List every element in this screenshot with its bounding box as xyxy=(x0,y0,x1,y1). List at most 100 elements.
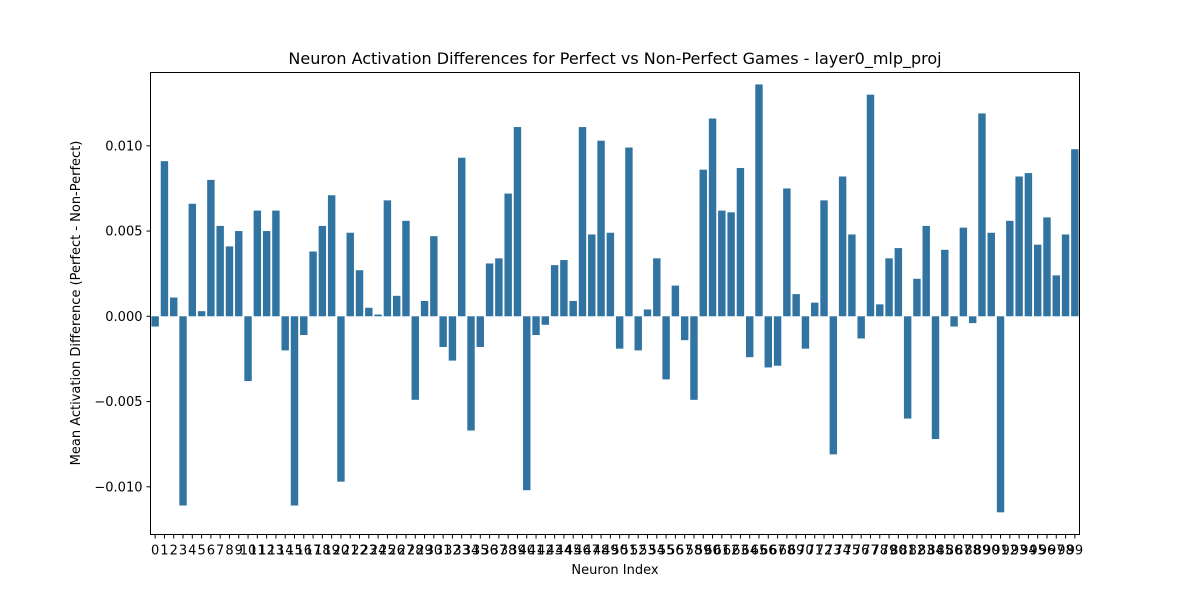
x-tick-label: 50 xyxy=(611,544,628,559)
x-tick-label: 75 xyxy=(844,544,861,559)
x-tick-label: 14 xyxy=(277,544,294,559)
bar-neuron-29 xyxy=(420,300,429,317)
x-tick-label: 57 xyxy=(676,544,693,559)
x-tick-label: 53 xyxy=(639,544,656,559)
bar-neuron-99 xyxy=(1071,149,1079,317)
x-tick-label: 80 xyxy=(890,544,907,559)
bar-neuron-27 xyxy=(402,220,410,317)
bar-neuron-94 xyxy=(1024,173,1033,317)
bar-neuron-63 xyxy=(736,167,745,317)
x-tick-label: 40 xyxy=(518,544,535,559)
bar-neuron-93 xyxy=(1015,176,1023,317)
x-tick-label: 81 xyxy=(899,544,916,559)
x-tick-label: 62 xyxy=(723,544,740,559)
bar-neuron-26 xyxy=(392,295,401,317)
x-tick-label: 38 xyxy=(500,544,517,559)
bar-neuron-74 xyxy=(838,176,847,317)
x-tick-label: 71 xyxy=(806,544,823,559)
x-tick-label: 26 xyxy=(388,544,405,559)
bar-neuron-36 xyxy=(485,263,494,317)
x-tick-label: 37 xyxy=(491,544,508,559)
bar-neuron-84 xyxy=(931,316,940,440)
x-tick-label: 2 xyxy=(170,544,178,559)
x-tick-label: 82 xyxy=(909,544,926,559)
bar-neuron-30 xyxy=(430,236,438,317)
bar-neuron-7 xyxy=(216,225,224,317)
x-tick-label: 49 xyxy=(602,544,619,559)
x-tick-label: 11 xyxy=(249,544,266,559)
x-tick-label: 63 xyxy=(732,544,749,559)
x-tick-label: 58 xyxy=(686,544,703,559)
bar-neuron-49 xyxy=(606,232,615,317)
x-tick-label: 39 xyxy=(509,544,526,559)
bar-neuron-77 xyxy=(866,94,875,317)
bar-neuron-4 xyxy=(188,203,197,317)
x-tick-label: 17 xyxy=(305,544,322,559)
x-tick-label: 27 xyxy=(398,544,415,559)
bar-neuron-47 xyxy=(588,234,596,317)
x-tick-label: 83 xyxy=(918,544,935,559)
x-tick-label: 70 xyxy=(797,544,814,559)
x-tick-label: 55 xyxy=(658,544,675,559)
bar-neuron-33 xyxy=(458,157,466,317)
bar-neuron-46 xyxy=(578,127,587,317)
bar-neuron-57 xyxy=(680,316,689,341)
bar-neuron-23 xyxy=(365,307,373,317)
x-tick-label: 43 xyxy=(546,544,563,559)
x-tick-label: 3 xyxy=(179,544,187,559)
x-tick-label: 28 xyxy=(407,544,424,559)
bars-group xyxy=(151,84,1079,513)
bar-neuron-3 xyxy=(179,316,187,506)
bar-neuron-9 xyxy=(235,231,243,317)
bar-neuron-76 xyxy=(857,316,865,339)
x-tick-label: 98 xyxy=(1057,544,1074,559)
bar-neuron-80 xyxy=(894,248,903,317)
x-tick-label: 30 xyxy=(426,544,443,559)
x-tick-label: 18 xyxy=(314,544,331,559)
bar-neuron-21 xyxy=(346,232,354,317)
x-tick-label: 97 xyxy=(1048,544,1065,559)
x-tick-label: 66 xyxy=(760,544,777,559)
x-tick-label: 5 xyxy=(197,544,205,559)
x-tick-label: 42 xyxy=(537,544,554,559)
bar-neuron-28 xyxy=(411,316,419,400)
x-tick-label: 22 xyxy=(351,544,368,559)
x-tick-label: 44 xyxy=(556,544,573,559)
bar-neuron-90 xyxy=(987,232,995,317)
bar-neuron-17 xyxy=(309,251,317,317)
x-tick-label: 15 xyxy=(286,544,303,559)
x-tick-label: 7 xyxy=(216,544,224,559)
bar-neuron-48 xyxy=(597,140,605,317)
x-tick-label: 87 xyxy=(955,544,972,559)
bar-neuron-96 xyxy=(1043,217,1051,317)
x-tick-label: 33 xyxy=(453,544,470,559)
x-tick-label: 68 xyxy=(779,544,796,559)
bar-neuron-89 xyxy=(978,113,986,317)
x-tick-label: 77 xyxy=(862,544,879,559)
x-tick-label: 13 xyxy=(268,544,285,559)
y-tick-label: 0.005 xyxy=(105,225,142,240)
bar-neuron-86 xyxy=(950,316,958,327)
x-tick-label: 99 xyxy=(1067,544,1084,559)
bar-neuron-15 xyxy=(290,316,299,506)
bar-neuron-32 xyxy=(448,316,457,361)
x-tick-label: 41 xyxy=(528,544,545,559)
x-tick-label: 21 xyxy=(342,544,359,559)
x-tick-label: 46 xyxy=(574,544,591,559)
bar-neuron-13 xyxy=(272,210,280,317)
x-tick-label: 61 xyxy=(714,544,731,559)
bar-neuron-11 xyxy=(253,210,262,317)
bar-neuron-97 xyxy=(1052,275,1060,317)
bar-neuron-61 xyxy=(718,210,726,317)
bar-neuron-66 xyxy=(764,316,772,368)
x-tick-label: 31 xyxy=(435,544,452,559)
bar-neuron-34 xyxy=(467,316,475,431)
x-tick-label: 74 xyxy=(834,544,851,559)
bar-neuron-92 xyxy=(1006,220,1014,317)
bar-neuron-10 xyxy=(244,316,252,382)
x-tick-label: 4 xyxy=(188,544,196,559)
x-tick-label: 25 xyxy=(379,544,396,559)
bar-neuron-71 xyxy=(811,302,819,317)
bar-neuron-38 xyxy=(504,193,512,317)
bar-neuron-72 xyxy=(820,200,828,317)
